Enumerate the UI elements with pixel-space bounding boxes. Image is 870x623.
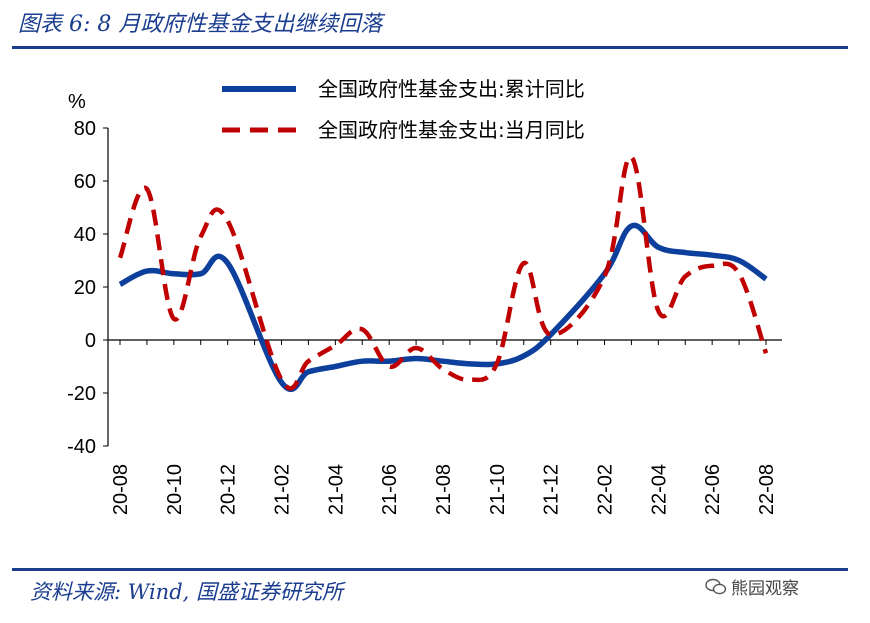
y-tick-label: 0 xyxy=(85,330,96,352)
series-line-monthly xyxy=(117,154,769,391)
figure-title: 图表 6: 8 月政府性基金支出继续回落 xyxy=(18,12,383,37)
cumulative-point xyxy=(199,272,203,276)
monthly-point xyxy=(737,272,741,276)
y-tick-label: -20 xyxy=(67,383,96,405)
cumulative-point xyxy=(226,261,230,265)
monthly-point xyxy=(199,235,203,239)
chart-ticks: -40 -20 0 20 40 60 80% 20-08 20-10 20-12 21-02 21-0… xyxy=(67,91,778,515)
watermark: 熊园观察 xyxy=(705,574,799,599)
x-tick-label: 22-02 xyxy=(595,464,617,515)
x-tick-label: 21-06 xyxy=(379,464,401,515)
y-tick-label: 60 xyxy=(74,171,96,193)
monthly-point xyxy=(306,359,310,363)
series-line-cumulative xyxy=(118,222,768,393)
cumulative-point xyxy=(360,359,364,363)
y-axis-label: % xyxy=(68,91,86,113)
monthly-point xyxy=(280,378,284,382)
top-rule xyxy=(12,46,848,49)
x-tick-label: 21-02 xyxy=(272,464,294,515)
monthly-point xyxy=(145,187,149,191)
cumulative-point xyxy=(737,259,741,263)
monthly-point xyxy=(360,327,364,331)
chart-axes xyxy=(107,128,782,446)
y-tick-label: 80 xyxy=(74,118,96,140)
monthly-point xyxy=(764,351,768,355)
x-tick-label: 21-08 xyxy=(433,464,455,515)
cumulative-point xyxy=(629,224,633,228)
wechat-icon xyxy=(705,578,727,594)
x-tick-label: 21-04 xyxy=(325,464,347,515)
monthly-point xyxy=(226,219,230,223)
monthly-point xyxy=(118,256,122,260)
x-tick-label: 20-12 xyxy=(218,464,240,515)
cumulative-point xyxy=(468,362,472,366)
cumulative-point xyxy=(683,251,687,255)
x-tick-label: 21-10 xyxy=(487,464,509,515)
cumulative-point xyxy=(387,359,391,363)
monthly-point xyxy=(603,274,607,278)
monthly-point xyxy=(172,317,176,321)
monthly-point xyxy=(468,378,472,382)
monthly-point xyxy=(683,274,687,278)
cumulative-point xyxy=(333,365,337,369)
cumulative-point xyxy=(710,253,714,257)
y-tick-label: 40 xyxy=(74,224,96,246)
cumulative-point xyxy=(656,245,660,249)
monthly-point xyxy=(629,155,633,159)
x-tick-label: 20-08 xyxy=(110,464,132,515)
monthly-point xyxy=(495,362,499,366)
monthly-point xyxy=(656,309,660,313)
cumulative-point xyxy=(414,357,418,361)
cumulative-point xyxy=(172,272,176,276)
monthly-point xyxy=(710,264,714,268)
cumulative-point xyxy=(522,354,526,358)
cumulative-point xyxy=(441,359,445,363)
source-note: 资料来源: Wind, 国盛证券研究所 xyxy=(30,580,343,604)
cumulative-point xyxy=(145,269,149,273)
monthly-point xyxy=(414,346,418,350)
cumulative-point xyxy=(118,282,122,286)
cumulative-point xyxy=(306,370,310,374)
y-tick-label: -40 xyxy=(67,436,96,458)
monthly-point xyxy=(387,365,391,369)
monthly-point xyxy=(549,333,553,337)
monthly-point xyxy=(333,343,337,347)
x-tick-label: 22-08 xyxy=(756,464,778,515)
y-tick-label: 20 xyxy=(74,277,96,299)
bottom-rule xyxy=(12,568,848,571)
legend-label: 全国政府性基金支出:当月同比 xyxy=(318,118,585,142)
x-tick-label: 20-10 xyxy=(164,464,186,515)
monthly-point xyxy=(522,261,526,265)
legend-label: 全国政府性基金支出:累计同比 xyxy=(318,77,585,101)
monthly-point xyxy=(441,367,445,371)
watermark-text: 熊园观察 xyxy=(731,579,799,599)
chart-series xyxy=(117,154,769,393)
x-tick-label: 22-04 xyxy=(648,464,670,515)
x-tick-label: 21-12 xyxy=(541,464,563,515)
cumulative-point xyxy=(764,277,768,281)
line-chart: -40 -20 0 20 40 60 80% 20-08 20-10 20-12 21-02 21-0… xyxy=(67,77,782,515)
x-tick-label: 22-06 xyxy=(702,464,724,515)
